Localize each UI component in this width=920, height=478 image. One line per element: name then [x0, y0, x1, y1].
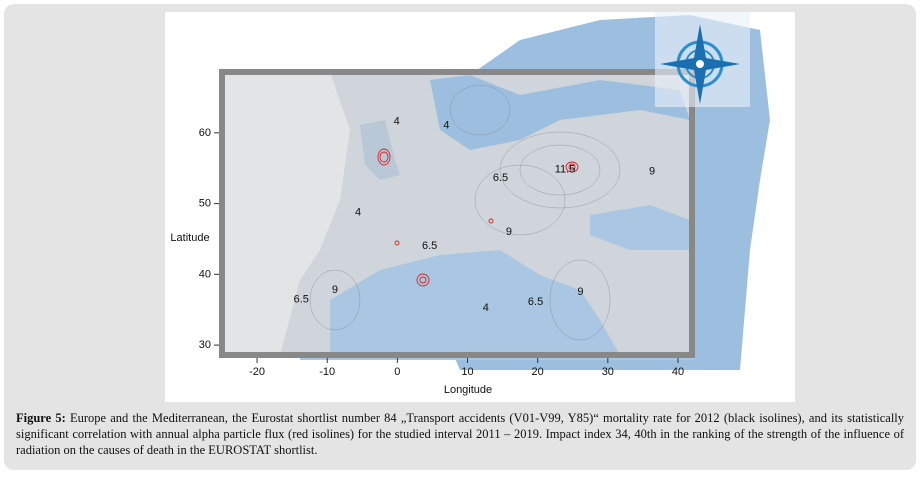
contour-label: 9 — [506, 226, 512, 238]
baltic — [430, 75, 690, 150]
atlantic — [222, 72, 350, 355]
y-tick-label: 40 — [199, 268, 211, 280]
mediterranean — [330, 250, 620, 355]
compass-rose — [655, 12, 750, 107]
contour-label: 6.5 — [493, 172, 508, 184]
caption-label: Figure 5: — [16, 411, 66, 425]
britain — [360, 120, 400, 180]
x-tick-label: 30 — [602, 366, 614, 378]
black-isolines — [309, 84, 621, 341]
contour-label: 4 — [483, 302, 489, 314]
y-tick-label: 60 — [199, 127, 211, 139]
contour-label: 6.5 — [528, 296, 543, 308]
x-tick-label: -10 — [319, 366, 335, 378]
x-tick-label: 20 — [532, 366, 544, 378]
map-frame — [219, 69, 695, 358]
contour-label: 4 — [394, 115, 400, 127]
contour-label: 9 — [577, 286, 583, 298]
x-tick-label: -20 — [249, 366, 265, 378]
y-axis-label: Latitude — [170, 232, 209, 244]
caption-text: Europe and the Mediterranean, the Eurost… — [16, 411, 905, 457]
contour-label: 4 — [443, 120, 449, 132]
x-tick-label: 40 — [672, 366, 684, 378]
x-axis-label: Longitude — [444, 384, 492, 396]
y-tick-label: 50 — [199, 198, 211, 210]
contour-label: 6.5 — [294, 294, 309, 306]
contour-label: 9 — [332, 284, 338, 296]
red-isolines — [377, 148, 579, 287]
contour-label: 9 — [649, 166, 655, 178]
contour-label: 4 — [355, 207, 361, 219]
x-tick-label: 10 — [461, 366, 473, 378]
caption: Figure 5: Europe and the Mediterranean, … — [16, 410, 904, 458]
contour-label: 6.5 — [422, 240, 437, 252]
x-tick-label: 0 — [394, 366, 400, 378]
y-tick-label: 30 — [199, 339, 211, 351]
contour-label: 11.5 — [555, 164, 576, 176]
black-sea — [590, 205, 690, 250]
